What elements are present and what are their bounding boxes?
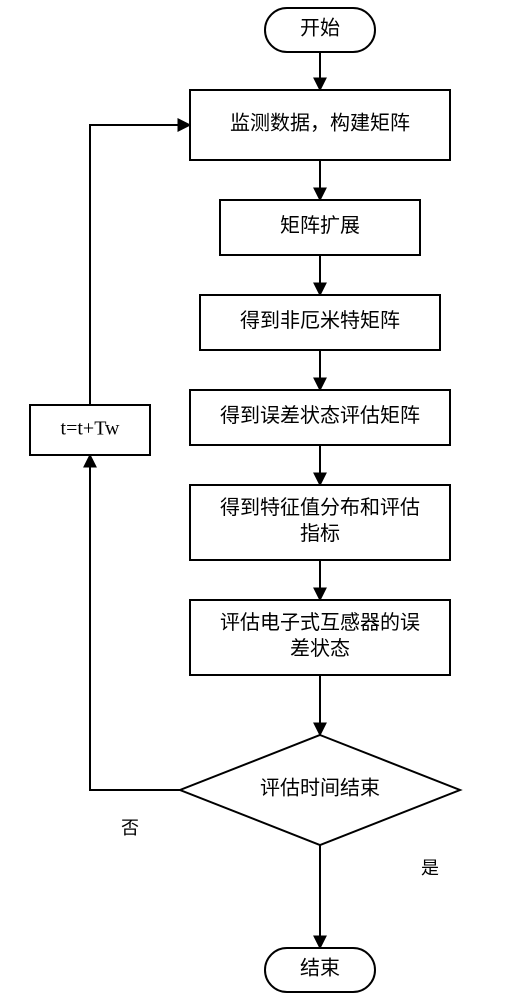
process-label: 得到误差状态评估矩阵 [220,404,420,427]
terminal-label: 结束 [300,957,340,980]
process-label: 评估电子式互感器的误 [220,611,420,634]
edge-label-no: 否 [121,818,139,838]
process-label: 差状态 [290,637,350,660]
process-label: 得到特征值分布和评估 [220,496,420,519]
decision-label: 评估时间结束 [260,777,380,800]
process-label: 矩阵扩展 [280,214,360,237]
edge-label-yes: 是 [421,858,439,878]
process-label: 得到非厄米特矩阵 [240,309,400,332]
terminal-label: 开始 [300,17,340,40]
process-label: t=t+Tw [61,418,120,440]
process-label: 指标 [300,522,340,545]
process-label: 监测数据，构建矩阵 [230,112,410,135]
